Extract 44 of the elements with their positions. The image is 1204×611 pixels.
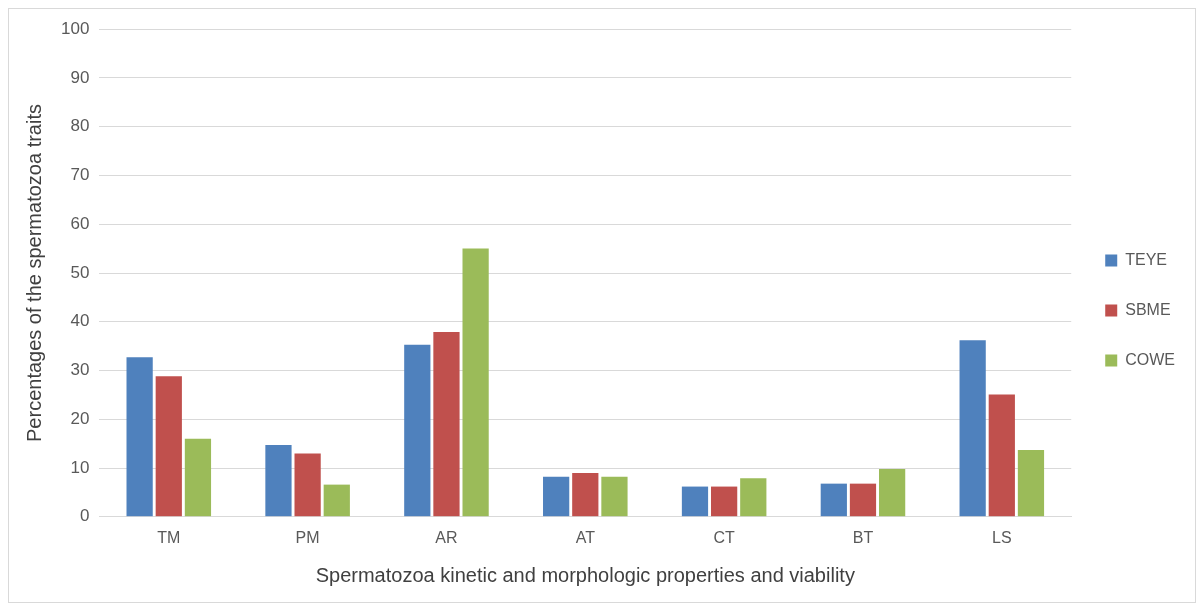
bar [959, 340, 986, 517]
bar [126, 357, 153, 517]
x-tick-label: AT [575, 528, 596, 546]
bar [294, 453, 321, 517]
y-tick-label: 40 [70, 311, 90, 331]
bar [543, 476, 570, 517]
x-tick-label: BT [852, 528, 874, 546]
bar [184, 438, 212, 517]
legend-label: COWE [1125, 350, 1176, 368]
x-tick-label: AR [435, 528, 458, 546]
bar [711, 486, 738, 517]
bar [462, 248, 489, 517]
y-tick-label: 70 [70, 165, 90, 185]
y-tick-label: 60 [70, 213, 90, 233]
x-tick-label: CT [713, 528, 736, 546]
y-tick-label: 80 [70, 116, 90, 136]
x-tick-label: TM [157, 528, 181, 546]
y-tick-label: 100 [60, 18, 90, 38]
bar [572, 472, 599, 517]
bar [155, 376, 182, 517]
bar [1017, 450, 1045, 517]
x-axis-title: Spermatozoa kinetic and morphologic properties and viability [315, 563, 855, 586]
bar [433, 332, 460, 517]
bar [820, 483, 847, 517]
legend-label: SBME [1125, 300, 1171, 318]
bar [849, 483, 877, 517]
bar [740, 478, 767, 517]
bar [601, 476, 628, 517]
bar [681, 486, 709, 517]
y-tick-label: 0 [79, 506, 90, 526]
bar [323, 484, 350, 517]
y-tick-label: 50 [70, 262, 90, 282]
x-tick-label: LS [992, 528, 1012, 546]
bar [265, 445, 292, 517]
x-tick-label: PM [295, 528, 320, 546]
y-axis-title: Percentages of the spermatozoa traits [22, 104, 45, 442]
legend-label: TEYE [1125, 250, 1168, 268]
bar [988, 394, 1015, 517]
bar [879, 469, 906, 517]
bar [404, 344, 431, 517]
y-tick-label: 10 [70, 457, 90, 477]
y-tick-label: 90 [70, 67, 90, 87]
y-tick-label: 20 [70, 408, 90, 428]
y-tick-label: 30 [70, 360, 90, 380]
